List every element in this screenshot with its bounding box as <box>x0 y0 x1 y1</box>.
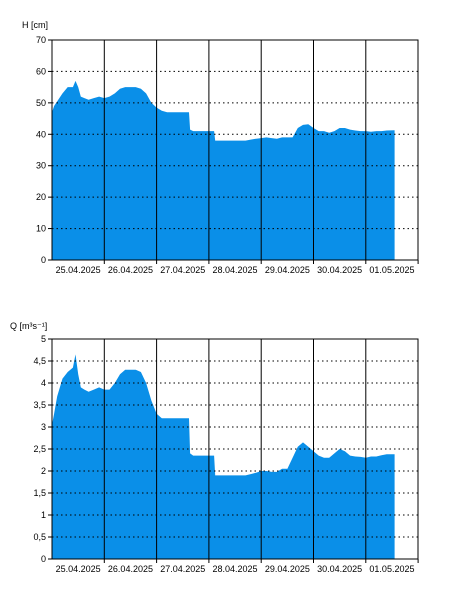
plot-frame <box>51 338 419 560</box>
y-tick-label: 0 <box>41 255 46 265</box>
x-tick-label: 28.04.2025 <box>213 564 258 574</box>
data-area-level <box>52 80 395 261</box>
y-tick-label: 70 <box>36 35 46 45</box>
x-tick-label: 01.05.2025 <box>369 265 414 275</box>
y-tick-label: 2 <box>41 466 46 476</box>
x-tick-label: 30.04.2025 <box>317 265 362 275</box>
y-tick-label: 3,5 <box>33 400 46 410</box>
y-axis-label: Q [m³s⁻¹] <box>10 321 47 331</box>
x-tick-label: 28.04.2025 <box>213 265 258 275</box>
x-tick-label: 27.04.2025 <box>160 265 205 275</box>
x-tick-label: 30.04.2025 <box>317 564 362 574</box>
x-tick-label: 29.04.2025 <box>265 265 310 275</box>
x-tick-label: 26.04.2025 <box>108 265 153 275</box>
y-tick-label: 60 <box>36 66 46 76</box>
x-tick-label: 26.04.2025 <box>108 564 153 574</box>
x-tick-label: 25.04.2025 <box>56 265 101 275</box>
y-tick-label: 4 <box>41 378 46 388</box>
y-tick-label: 1,5 <box>33 488 46 498</box>
x-tick-label: 29.04.2025 <box>265 564 310 574</box>
y-tick-label: 30 <box>36 161 46 171</box>
y-tick-label: 50 <box>36 98 46 108</box>
y-tick-label: 20 <box>36 192 46 202</box>
chart-flow: 0 0,5 1 1,5 2 2,5 3 3,5 4 4,5 5 25.04.2025 26.04.202… <box>10 321 419 574</box>
y-tick-label: 4,5 <box>33 356 46 366</box>
data-area-flow <box>52 354 395 559</box>
x-tick-label: 27.04.2025 <box>160 564 205 574</box>
x-tick-label: 01.05.2025 <box>369 564 414 574</box>
y-tick-label: 10 <box>36 224 46 234</box>
y-tick-label: 40 <box>36 129 46 139</box>
plot-frame <box>51 39 419 261</box>
x-tick-label: 25.04.2025 <box>56 564 101 574</box>
y-tick-label: 0,5 <box>33 532 46 542</box>
y-tick-label: 3 <box>41 422 46 432</box>
y-tick-label: 1 <box>41 510 46 520</box>
y-axis-label: H [cm] <box>22 20 48 30</box>
y-tick-label: 0 <box>41 554 46 564</box>
chart-level: 0 10 20 30 40 50 60 70 25.04.2025 26.04.2025 27.04… <box>22 20 419 275</box>
y-tick-label: 2,5 <box>33 444 46 454</box>
y-tick-label: 5 <box>41 334 46 344</box>
